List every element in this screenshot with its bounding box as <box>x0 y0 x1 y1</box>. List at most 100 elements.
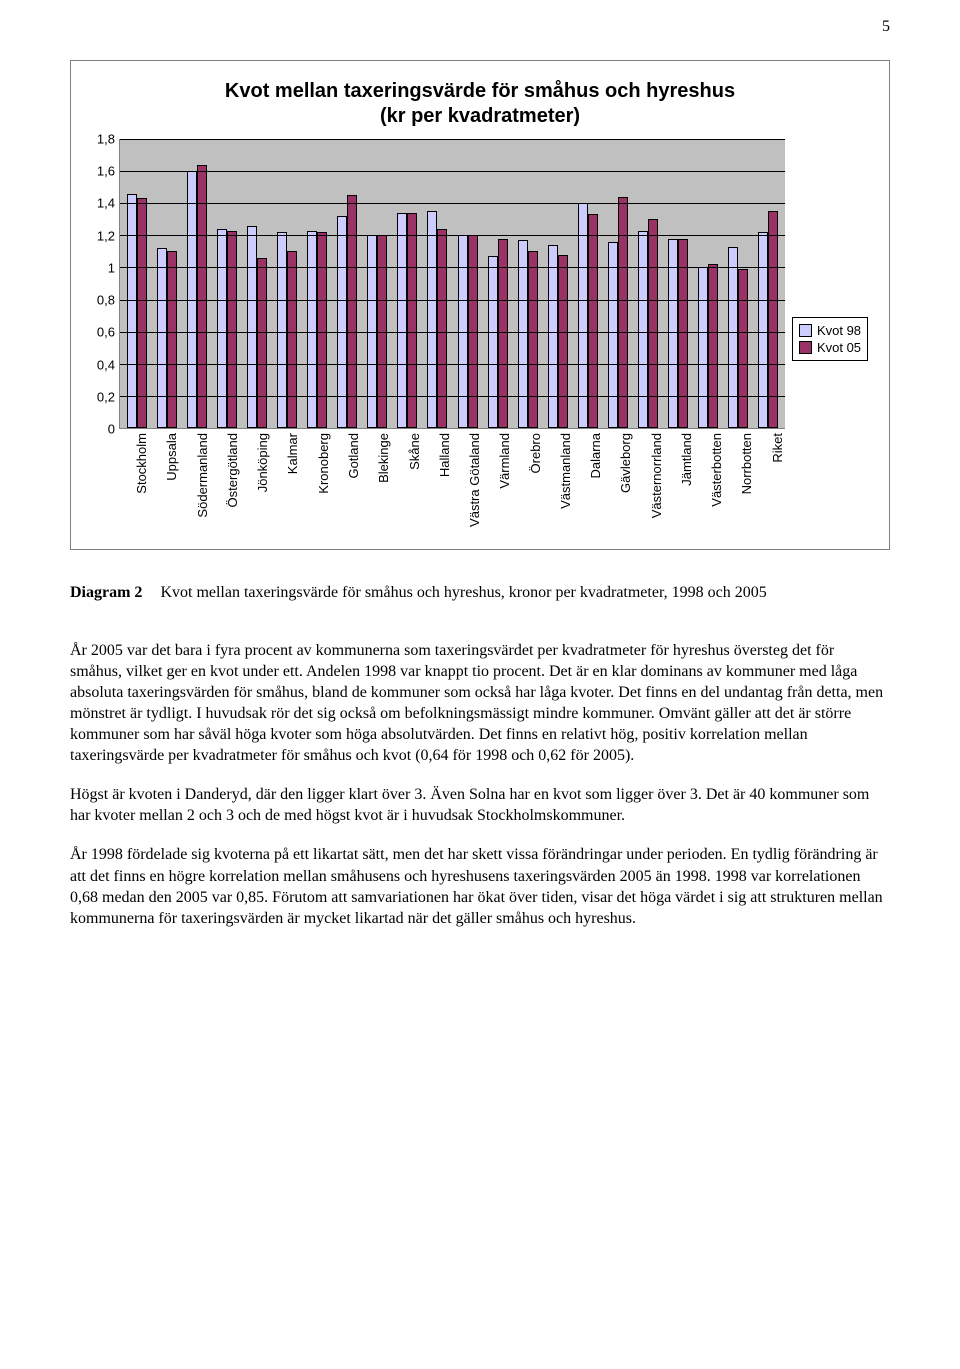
gridline <box>120 364 785 365</box>
bar-kvot98 <box>608 242 618 428</box>
bars-container <box>120 139 785 428</box>
bar-kvot05 <box>137 198 147 428</box>
bar-kvot05 <box>618 197 628 428</box>
chart-title-line2: (kr per kvadratmeter) <box>380 105 580 127</box>
x-axis: StockholmUppsalaSödermanlandÖstergötland… <box>85 429 785 539</box>
gridline <box>120 203 785 204</box>
x-label: Västra Götaland <box>452 429 482 539</box>
bar-kvot05 <box>347 195 357 428</box>
bar-group <box>693 139 723 428</box>
bar-group <box>242 139 272 428</box>
bar-group <box>513 139 543 428</box>
bar-group <box>723 139 753 428</box>
x-label: Kronoberg <box>301 429 331 539</box>
bar-kvot98 <box>638 231 648 428</box>
bar-group <box>483 139 513 428</box>
paragraph: År 1998 fördelade sig kvoterna på ett li… <box>70 844 890 928</box>
chart-body: 00,20,40,60,811,21,41,61,8 StockholmUpps… <box>85 139 875 539</box>
chart-title: Kvot mellan taxeringsvärde för småhus oc… <box>85 79 875 129</box>
y-tick: 1,6 <box>97 164 115 179</box>
x-label: Västmanland <box>543 429 573 539</box>
bar-group <box>392 139 422 428</box>
bar-group <box>182 139 212 428</box>
paragraph: År 2005 var det bara i fyra procent av k… <box>70 640 890 767</box>
plot-area <box>119 139 785 429</box>
y-tick: 0,4 <box>97 357 115 372</box>
legend-swatch-98 <box>799 324 812 337</box>
y-tick: 1,4 <box>97 196 115 211</box>
gridline <box>120 267 785 268</box>
bar-kvot05 <box>227 231 237 428</box>
y-tick: 0 <box>108 422 115 437</box>
x-label: Södermanland <box>180 429 210 539</box>
bar-kvot98 <box>488 256 498 428</box>
bar-group <box>453 139 483 428</box>
bar-kvot98 <box>728 247 738 428</box>
bar-group <box>422 139 452 428</box>
bar-kvot05 <box>558 255 568 428</box>
page: 5 Kvot mellan taxeringsvärde för småhus … <box>0 0 960 1007</box>
bar-group <box>152 139 182 428</box>
gridline <box>120 396 785 397</box>
bar-group <box>573 139 603 428</box>
bar-kvot98 <box>277 232 287 428</box>
x-label: Värmland <box>482 429 512 539</box>
x-label: Östergötland <box>210 429 240 539</box>
y-tick: 0,2 <box>97 389 115 404</box>
x-label: Västerbotten <box>694 429 724 539</box>
bar-group <box>753 139 783 428</box>
caption-label: Diagram 2 <box>70 582 142 604</box>
x-label: Jönköping <box>240 429 270 539</box>
figure-caption: Diagram 2 Kvot mellan taxeringsvärde för… <box>70 582 890 604</box>
x-label: Riket <box>755 429 785 539</box>
x-label: Halland <box>422 429 452 539</box>
bar-group <box>302 139 332 428</box>
bar-kvot98 <box>548 245 558 428</box>
bar-kvot98 <box>758 232 768 428</box>
legend-item-98: Kvot 98 <box>799 322 861 339</box>
x-label: Gotland <box>331 429 361 539</box>
legend-label-05: Kvot 05 <box>817 340 861 355</box>
bar-group <box>122 139 152 428</box>
bar-kvot05 <box>317 232 327 428</box>
bar-kvot98 <box>157 248 167 428</box>
legend-swatch-05 <box>799 341 812 354</box>
bar-group <box>603 139 633 428</box>
x-label: Uppsala <box>149 429 179 539</box>
bar-group <box>663 139 693 428</box>
bar-kvot05 <box>738 269 748 428</box>
y-tick: 1,8 <box>97 132 115 147</box>
bar-kvot05 <box>167 251 177 428</box>
x-label: Kalmar <box>270 429 300 539</box>
bar-kvot05 <box>257 258 267 428</box>
y-tick: 0,6 <box>97 325 115 340</box>
chart-frame: Kvot mellan taxeringsvärde för småhus oc… <box>70 60 890 550</box>
body-text: År 2005 var det bara i fyra procent av k… <box>70 640 890 929</box>
gridline <box>120 235 785 236</box>
bar-kvot05 <box>437 229 447 428</box>
x-label: Blekinge <box>361 429 391 539</box>
legend: Kvot 98 Kvot 05 <box>785 139 875 539</box>
bar-group <box>543 139 573 428</box>
bar-kvot98 <box>307 231 317 428</box>
bar-kvot98 <box>578 203 588 428</box>
gridline <box>120 171 785 172</box>
legend-item-05: Kvot 05 <box>799 339 861 356</box>
x-label: Stockholm <box>119 429 149 539</box>
bar-kvot98 <box>698 267 708 428</box>
caption-text: Kvot mellan taxeringsvärde för småhus oc… <box>160 582 766 604</box>
bar-group <box>633 139 663 428</box>
chart-left: 00,20,40,60,811,21,41,61,8 StockholmUpps… <box>85 139 785 539</box>
y-tick: 1,2 <box>97 228 115 243</box>
bar-kvot05 <box>528 251 538 428</box>
bar-group <box>332 139 362 428</box>
x-label: Örebro <box>512 429 542 539</box>
gridline <box>120 139 785 140</box>
chart-title-line1: Kvot mellan taxeringsvärde för småhus oc… <box>225 80 735 102</box>
x-label: Jämtland <box>664 429 694 539</box>
bar-group <box>362 139 392 428</box>
x-label: Gävleborg <box>603 429 633 539</box>
legend-label-98: Kvot 98 <box>817 323 861 338</box>
bar-kvot05 <box>708 264 718 428</box>
plot-row: 00,20,40,60,811,21,41,61,8 <box>85 139 785 429</box>
